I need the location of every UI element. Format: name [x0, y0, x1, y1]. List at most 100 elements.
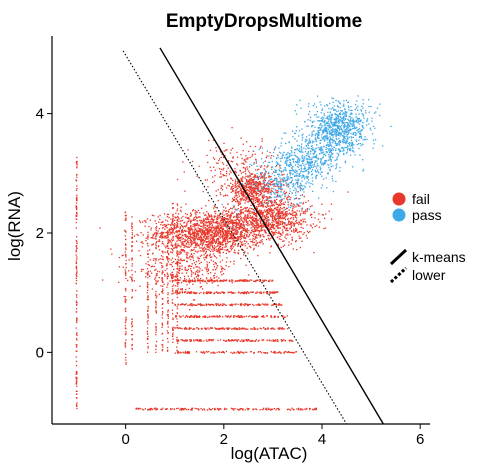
data-point [217, 265, 219, 267]
data-point [254, 227, 256, 229]
data-point [199, 339, 201, 341]
data-point [208, 241, 210, 243]
data-point [199, 221, 202, 223]
data-point [193, 219, 195, 221]
data-point [208, 232, 210, 235]
data-point [163, 237, 165, 239]
data-point [283, 213, 285, 215]
data-point [241, 280, 243, 282]
data-point [215, 233, 217, 235]
data-point [281, 222, 284, 224]
data-point [259, 182, 262, 184]
data-point [147, 323, 149, 325]
data-point [181, 409, 183, 411]
data-point [188, 233, 190, 235]
data-point [272, 227, 274, 229]
data-point [278, 222, 280, 224]
data-point [251, 189, 253, 192]
data-point [174, 279, 177, 281]
data-point [206, 292, 209, 295]
data-point [269, 214, 272, 216]
data-point [231, 229, 233, 231]
data-point [240, 189, 242, 191]
data-point [261, 213, 263, 215]
data-point [299, 222, 301, 224]
data-point [272, 233, 274, 235]
data-point [259, 222, 262, 225]
data-point [295, 215, 297, 217]
data-point [178, 315, 181, 317]
data-point [229, 241, 231, 243]
data-point [289, 408, 291, 411]
data-point [252, 230, 254, 233]
data-point [237, 351, 240, 353]
data-point [261, 229, 263, 231]
data-point [245, 175, 247, 177]
data-point [203, 230, 206, 233]
data-point [222, 195, 225, 197]
data-point [294, 223, 296, 225]
data-point [280, 222, 282, 224]
data-point [198, 266, 200, 268]
data-point [159, 214, 161, 217]
data-point [259, 292, 261, 294]
data-point [235, 224, 238, 226]
data-point [124, 229, 126, 232]
data-point [266, 220, 268, 222]
data-point [204, 280, 206, 282]
data-point [124, 296, 127, 298]
data-point [228, 216, 231, 218]
data-point [273, 339, 275, 341]
data-point [193, 339, 195, 341]
data-point [180, 253, 182, 255]
data-point [248, 187, 250, 189]
data-point [125, 287, 127, 290]
data-point [231, 328, 233, 330]
data-point [275, 203, 277, 205]
data-point [239, 202, 242, 204]
data-point [188, 237, 190, 239]
data-point [288, 209, 290, 211]
data-point [177, 238, 179, 240]
data-point [151, 265, 154, 267]
data-point [184, 233, 186, 236]
data-point [124, 298, 126, 300]
data-point [150, 229, 152, 231]
data-point [283, 209, 285, 211]
data-point [225, 233, 228, 236]
data-point [275, 291, 278, 293]
data-point [241, 244, 243, 246]
data-point [76, 304, 78, 306]
data-point [177, 220, 179, 222]
data-point [187, 149, 189, 151]
data-point [265, 183, 268, 185]
data-point [277, 226, 279, 228]
data-point [270, 181, 272, 183]
data-point [228, 218, 230, 220]
data-point [181, 229, 183, 231]
data-point [264, 180, 266, 182]
data-point [224, 280, 226, 282]
data-point [234, 280, 236, 283]
data-point [206, 231, 209, 233]
data-point [198, 340, 200, 342]
data-point [232, 221, 234, 224]
data-point [230, 316, 232, 318]
data-point [248, 150, 250, 153]
data-point [260, 192, 262, 194]
data-point [221, 153, 223, 155]
data-point [191, 271, 193, 273]
data-point [191, 291, 193, 293]
data-point [222, 169, 224, 171]
data-point [282, 315, 284, 317]
data-point [241, 209, 243, 211]
data-point [239, 220, 241, 223]
data-point [131, 278, 133, 280]
data-point [208, 238, 210, 240]
data-point [164, 245, 166, 247]
data-point [219, 255, 221, 257]
data-point [234, 226, 237, 228]
data-point [251, 229, 253, 232]
data-point [208, 242, 210, 244]
data-point [256, 242, 259, 244]
